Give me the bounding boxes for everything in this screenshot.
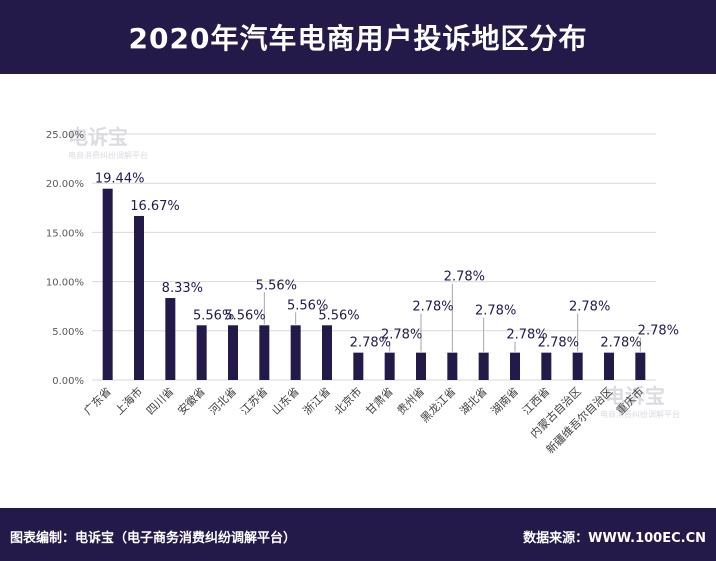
watermark-bottom: 电诉宝 电商消费纠纷调解平台 xyxy=(600,384,680,419)
watermark-brand-2: 电诉宝 xyxy=(605,384,665,408)
data-label: 2.78% xyxy=(381,328,422,343)
watermark-brand: 电诉宝 xyxy=(68,125,128,149)
watermark-top: 电诉宝 电商消费纠纷调解平台 xyxy=(68,125,148,160)
bar xyxy=(228,325,238,380)
bar xyxy=(416,352,426,380)
data-label: 5.56% xyxy=(193,308,234,323)
bar xyxy=(510,352,520,380)
data-label: 2.78% xyxy=(444,270,485,285)
x-tick-label: 四川省 xyxy=(144,385,177,418)
y-axis-ticks: 0.00% 5.00% 10.00% 15.00% 20.00% 25.00% xyxy=(46,130,84,387)
data-labels: 19.44%16.67%8.33%5.56%5.56%5.56%5.56%5.5… xyxy=(95,172,679,351)
bar xyxy=(165,298,176,380)
bar xyxy=(604,352,614,380)
y-tick-label: 20.00% xyxy=(46,179,84,190)
x-tick-label: 北京市 xyxy=(331,384,364,417)
x-tick-label: 黑龙江省 xyxy=(418,385,458,425)
bar xyxy=(635,352,646,380)
footer-source-note: 图表编制：电诉宝（电子商务消费纠纷调解平台） xyxy=(10,531,297,546)
data-label: 2.78% xyxy=(350,336,391,351)
watermark-sub: 电商消费纠纷调解平台 xyxy=(68,150,148,160)
x-tick-label: 湖北省 xyxy=(457,385,490,418)
footer-data-source: 数据来源：WWW.100EC.CN xyxy=(523,531,706,546)
data-label: 5.56% xyxy=(287,298,328,313)
data-label: 16.67% xyxy=(130,199,180,214)
data-label: 5.56% xyxy=(318,308,359,323)
x-tick-label: 上海市 xyxy=(112,384,145,417)
data-label: 2.78% xyxy=(638,324,679,339)
bar xyxy=(322,325,332,380)
x-tick-label: 甘肃省 xyxy=(363,385,396,418)
y-tick-label: 0.00% xyxy=(52,376,84,387)
data-label: 2.78% xyxy=(538,336,579,351)
x-tick-label: 江苏省 xyxy=(238,385,271,418)
data-label: 2.78% xyxy=(569,300,610,315)
x-tick-label: 广东省 xyxy=(81,385,114,418)
bar xyxy=(384,352,395,380)
x-tick-label: 山东省 xyxy=(269,385,302,418)
bar xyxy=(447,352,458,380)
data-label: 5.56% xyxy=(224,308,265,323)
bar xyxy=(290,325,301,380)
chart-title: 2020年汽车电商用户投诉地区分布 xyxy=(128,22,588,55)
data-label: 2.78% xyxy=(600,336,641,351)
data-label: 5.56% xyxy=(256,278,297,293)
bar xyxy=(353,352,364,380)
x-tick-label: 河北省 xyxy=(207,385,240,418)
watermark-sub-2: 电商消费纠纷调解平台 xyxy=(600,409,680,419)
bar xyxy=(259,325,270,380)
footer-bar: 图表编制：电诉宝（电子商务消费纠纷调解平台） 数据来源：WWW.100EC.CN xyxy=(0,508,716,561)
data-label: 2.78% xyxy=(412,300,453,315)
bar xyxy=(541,352,552,380)
data-label: 2.78% xyxy=(475,304,516,319)
data-label: 8.33% xyxy=(162,281,203,296)
y-tick-label: 25.00% xyxy=(46,130,84,141)
bar xyxy=(102,188,113,380)
data-label: 2.78% xyxy=(506,328,547,343)
bar xyxy=(572,352,583,380)
x-tick-label: 湖南省 xyxy=(489,385,522,418)
x-tick-label: 浙江省 xyxy=(301,385,334,418)
x-tick-label: 安徽省 xyxy=(175,384,208,417)
y-tick-label: 5.00% xyxy=(52,327,84,338)
y-tick-label: 15.00% xyxy=(46,228,84,239)
leader-lines xyxy=(263,283,641,352)
gridlines xyxy=(92,133,656,381)
bar xyxy=(196,325,207,380)
bars xyxy=(102,188,646,380)
chart-title-bar: 2020年汽车电商用户投诉地区分布 xyxy=(0,0,716,74)
x-axis-ticks: 广东省上海市四川省安徽省河北省江苏省山东省浙江省北京市甘肃省贵州省黑龙江省湖北省… xyxy=(81,384,646,456)
data-label: 19.44% xyxy=(95,172,145,187)
y-tick-label: 10.00% xyxy=(46,278,84,289)
bar-chart: 电诉宝 电商消费纠纷调解平台 电诉宝 电商消费纠纷调解平台 0.00% 5.00%… xyxy=(46,125,680,456)
bar xyxy=(134,215,144,380)
bar xyxy=(478,352,489,380)
